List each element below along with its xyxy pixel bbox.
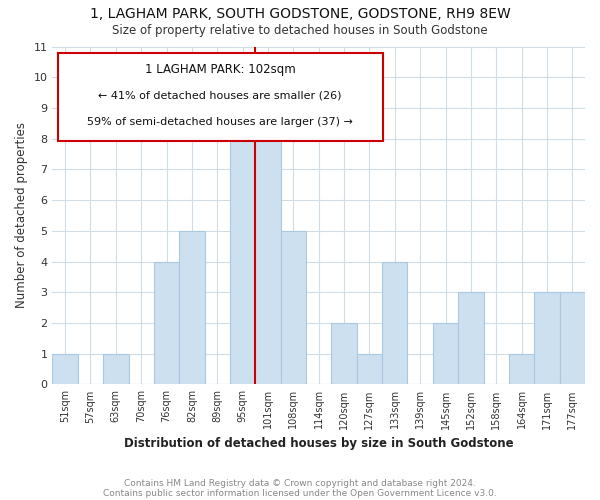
Text: 59% of semi-detached houses are larger (37) →: 59% of semi-detached houses are larger (… xyxy=(87,118,353,128)
Bar xyxy=(433,323,458,384)
Bar xyxy=(281,231,306,384)
Text: ← 41% of detached houses are smaller (26): ← 41% of detached houses are smaller (26… xyxy=(98,90,342,101)
Bar xyxy=(458,292,484,384)
Bar xyxy=(509,354,534,384)
Bar xyxy=(357,354,382,384)
X-axis label: Distribution of detached houses by size in South Godstone: Distribution of detached houses by size … xyxy=(124,437,514,450)
Bar xyxy=(52,354,78,384)
Bar xyxy=(179,231,205,384)
Text: Contains public sector information licensed under the Open Government Licence v3: Contains public sector information licen… xyxy=(103,488,497,498)
Text: Contains HM Land Registry data © Crown copyright and database right 2024.: Contains HM Land Registry data © Crown c… xyxy=(124,478,476,488)
Text: 1, LAGHAM PARK, SOUTH GODSTONE, GODSTONE, RH9 8EW: 1, LAGHAM PARK, SOUTH GODSTONE, GODSTONE… xyxy=(89,8,511,22)
FancyBboxPatch shape xyxy=(58,54,383,141)
Y-axis label: Number of detached properties: Number of detached properties xyxy=(15,122,28,308)
Bar xyxy=(560,292,585,384)
Text: 1 LAGHAM PARK: 102sqm: 1 LAGHAM PARK: 102sqm xyxy=(145,64,296,76)
Bar xyxy=(331,323,357,384)
Bar xyxy=(534,292,560,384)
Bar xyxy=(230,108,256,384)
Bar xyxy=(154,262,179,384)
Text: Size of property relative to detached houses in South Godstone: Size of property relative to detached ho… xyxy=(112,24,488,37)
Bar xyxy=(256,138,281,384)
Bar xyxy=(382,262,407,384)
Bar xyxy=(103,354,128,384)
